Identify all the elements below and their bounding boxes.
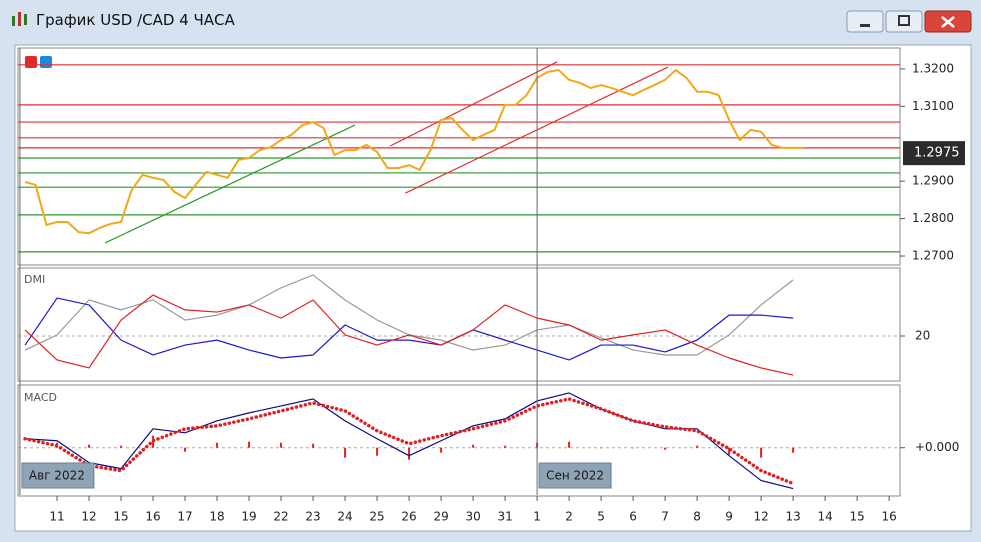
period-box [21,462,95,489]
histogram-bar [664,447,667,450]
app-icon [12,12,27,26]
window-title: График USD /CAD 4 ЧАСА [36,11,235,29]
minimize-button[interactable] [846,10,884,33]
price-panel [17,47,901,266]
period-label: Сен 2022 [546,469,604,483]
x-tick-label: 15 [849,510,864,524]
x-tick-label: 30 [465,510,480,524]
y-tick-label: 1.3100 [912,99,954,113]
x-tick-label: 12 [753,510,768,524]
histogram-bar [344,447,347,458]
trend-line [104,124,356,244]
price-line [24,69,804,235]
histogram-bar [24,447,27,449]
y-tick-label: +0.000 [915,440,959,454]
histogram-bar [216,442,219,448]
x-tick-label: 6 [629,510,637,524]
histogram-bar [632,447,635,449]
x-tick-label: 13 [785,510,800,524]
indicator-line [24,297,794,361]
last-price-label: 1.2975 [914,146,960,161]
histogram-bar [312,443,315,448]
period-label: Авг 2022 [29,469,85,483]
y-tick-label: 1.2800 [912,211,954,225]
x-tick-label: 25 [369,510,384,524]
histogram-bar [248,441,251,448]
histogram-bar [728,447,731,455]
histogram-bar [120,445,123,448]
x-tick-label: 19 [241,510,256,524]
x-tick-label: 17 [177,510,192,524]
x-tick-label: 15 [113,510,128,524]
histogram-bar [440,447,443,453]
histogram-bar [408,447,411,460]
y-tick-label: 1.2700 [912,249,954,263]
period-box [538,462,612,489]
title-bar: График USD /CAD 4 ЧАСА [0,0,981,40]
trend-line [389,61,558,147]
histogram-bar [568,441,571,448]
histogram-bar [504,445,507,448]
panel-title: MACD [24,391,57,404]
chart-frame [14,44,972,532]
macd-panel [17,384,901,497]
indicator-icon[interactable] [25,56,37,68]
x-tick-label: 14 [817,510,832,524]
indicator-line [23,397,795,486]
dmi-panel [17,267,901,382]
histogram-bar [376,447,379,456]
x-tick-label: 23 [305,510,320,524]
x-tick-label: 5 [597,510,605,524]
maximize-button[interactable] [885,10,923,33]
x-tick-label: 11 [49,510,64,524]
histogram-bar [472,444,475,448]
x-tick-label: 16 [881,510,896,524]
histogram-bar [792,447,795,453]
x-tick-label: 29 [433,510,448,524]
last-price-box [903,141,965,166]
x-tick-label: 24 [337,510,352,524]
x-tick-label: 1 [533,510,541,524]
y-tick-label: 20 [915,329,930,343]
x-tick-label: 22 [273,510,288,524]
histogram-bar [184,447,187,452]
x-tick-label: 18 [209,510,224,524]
x-tick-label: 26 [401,510,416,524]
x-tick-label: 16 [145,510,160,524]
indicator-line [24,294,794,376]
x-tick-label: 31 [497,510,512,524]
x-tick-label: 7 [661,510,669,524]
histogram-bar [88,444,91,448]
histogram-bar [696,445,699,448]
x-tick-label: 9 [725,510,733,524]
window-buttons [846,10,972,33]
histogram-bar [280,442,283,448]
indicator-line [25,392,794,490]
y-tick-label: 1.3200 [912,61,954,75]
histogram-bar [600,447,603,449]
histogram-bar [760,447,763,458]
panel-title: DMI [24,273,45,286]
indicator-icon[interactable] [40,56,52,68]
x-tick-label: 8 [693,510,701,524]
y-tick-label: 1.2900 [912,174,954,188]
x-tick-label: 12 [81,510,96,524]
x-tick-label: 2 [565,510,573,524]
